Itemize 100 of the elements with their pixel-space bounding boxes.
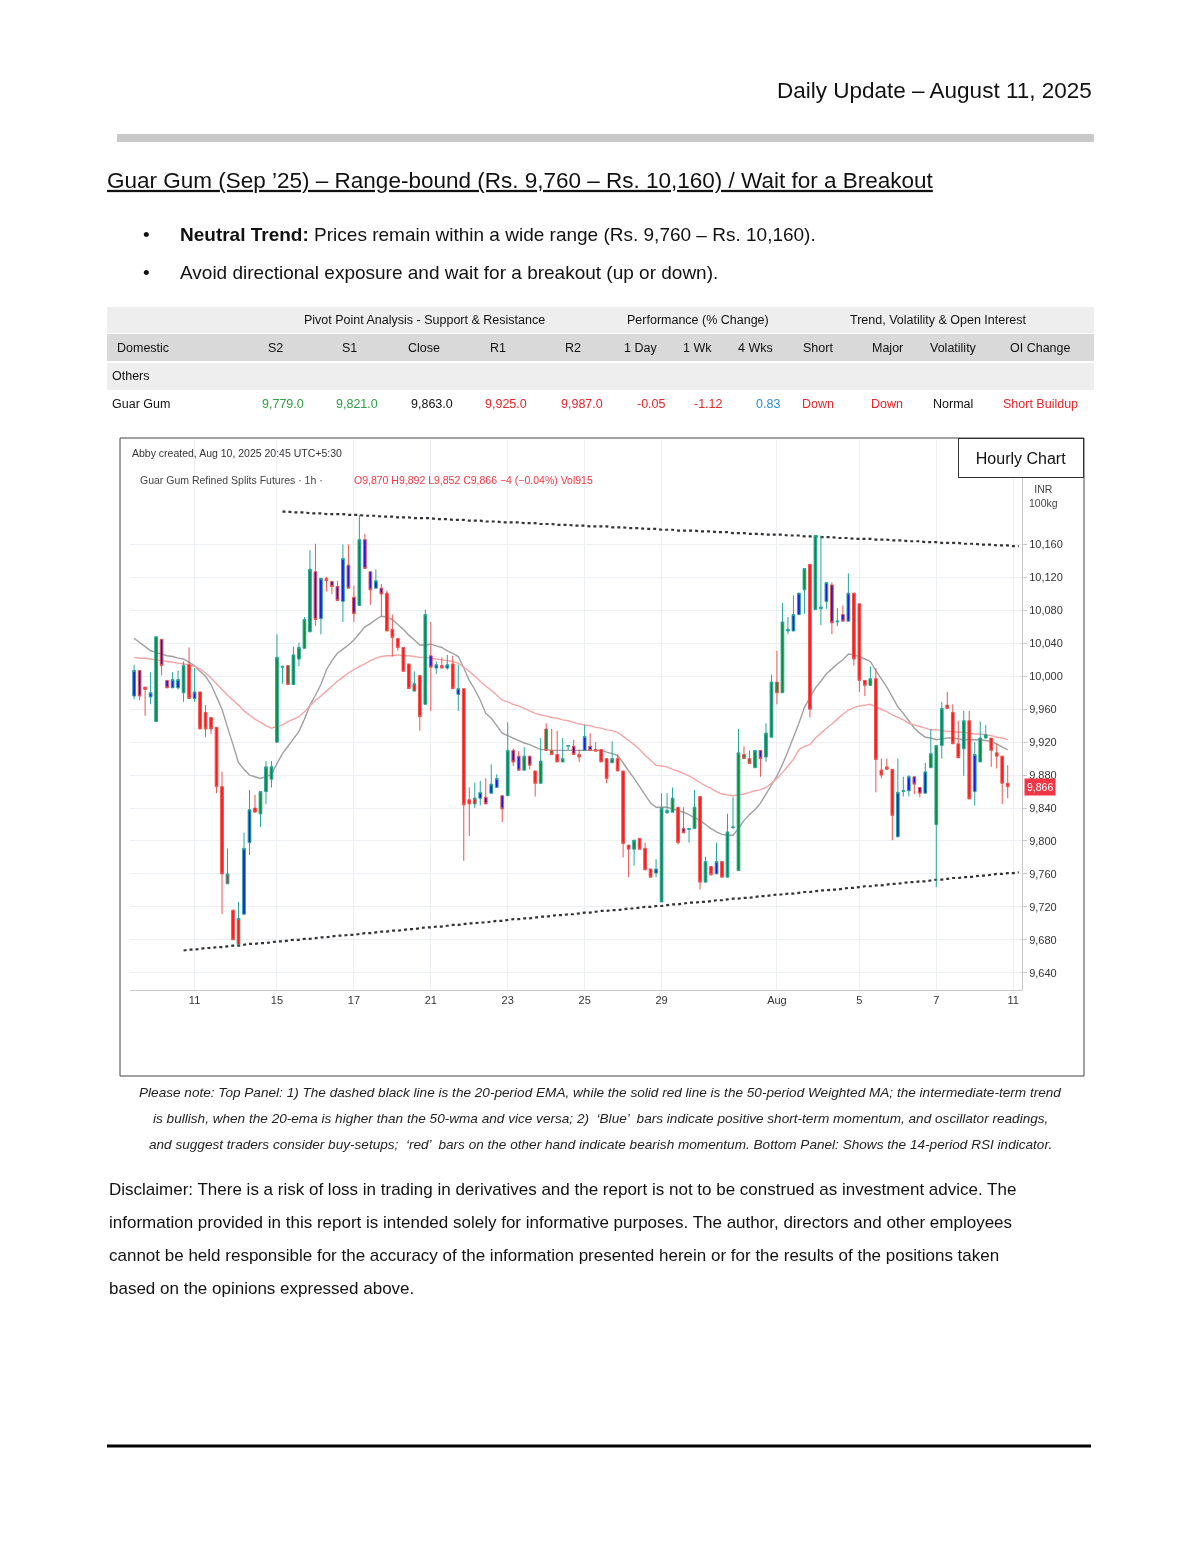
candlestick bbox=[731, 796, 735, 830]
candlestick bbox=[874, 667, 878, 793]
text: OI Change bbox=[1010, 341, 1071, 355]
candlestick bbox=[181, 660, 186, 703]
candlestick bbox=[720, 861, 724, 878]
text: Disclaimer: There is a risk of loss in trading in derivatives and the report is not to be construed as investment advice. The bbox=[109, 1180, 1017, 1199]
candlestick bbox=[368, 571, 373, 606]
candlestick bbox=[192, 667, 197, 703]
candlestick bbox=[983, 724, 988, 739]
candlestick bbox=[687, 827, 691, 844]
text: Trend, Volatility & Open Interest bbox=[850, 313, 1027, 327]
text: Avoid directional exposure and wait for a breakout (up or down). bbox=[180, 262, 719, 283]
candlestick bbox=[527, 755, 532, 770]
y-tick-label: 9,800 bbox=[1029, 834, 1057, 847]
text: Guar Gum bbox=[112, 397, 171, 411]
candlestick bbox=[319, 577, 323, 635]
text: and suggest traders consider buy-setups; ‘red’ bars on the other hand indicate bearish momentum. Bottom Panel: Shows the 14-period RSI indicator. bbox=[149, 1137, 1053, 1152]
candlestick bbox=[363, 533, 367, 569]
text: Pivot Point Analysis - Support & Resistance bbox=[304, 313, 546, 327]
y-tick-label: 9,920 bbox=[1029, 736, 1057, 749]
chart-subtitle: Daily Update – August 11, 2025 bbox=[777, 78, 1092, 103]
text: 9,779.0 bbox=[262, 397, 304, 411]
candlestick bbox=[895, 758, 900, 838]
y-tick-label: 9,680 bbox=[1029, 933, 1057, 946]
candlestick bbox=[989, 737, 994, 768]
x-tick-label: 21 bbox=[424, 994, 437, 1007]
candlestick bbox=[417, 674, 422, 732]
candlestick bbox=[500, 795, 505, 823]
text: • bbox=[143, 262, 150, 283]
text: Down bbox=[871, 397, 904, 411]
text: 9,987.0 bbox=[561, 397, 603, 411]
candlestick bbox=[626, 844, 631, 878]
candlestick bbox=[830, 581, 834, 635]
candlestick bbox=[324, 576, 329, 592]
candlestick bbox=[352, 585, 356, 623]
candlestick bbox=[819, 535, 823, 626]
candlestick bbox=[538, 737, 543, 784]
candlestick bbox=[560, 737, 565, 763]
candlestick bbox=[632, 839, 636, 867]
y-axis-title: INR 100kg bbox=[1029, 483, 1058, 509]
candlestick bbox=[824, 581, 829, 610]
text: 9,863.0 bbox=[411, 397, 453, 411]
candlestick bbox=[681, 806, 686, 834]
text: S2 bbox=[268, 341, 284, 355]
candlestick bbox=[648, 868, 653, 878]
candlestick bbox=[445, 654, 450, 671]
candlestick bbox=[522, 746, 527, 771]
y-tick-label: 9,960 bbox=[1029, 703, 1057, 716]
candlestick bbox=[450, 655, 455, 690]
candlestick bbox=[692, 789, 697, 830]
candlestick bbox=[533, 770, 538, 798]
text: S1 bbox=[342, 341, 358, 355]
candlestick bbox=[868, 665, 873, 686]
candlestick bbox=[516, 750, 521, 771]
candlestick bbox=[456, 664, 461, 712]
candlestick bbox=[709, 866, 713, 877]
chart-title: Guar Gum (Sep ’25) – Range-bound (Rs. 9,760 – Rs. 10,160) / Wait for a Breakout bbox=[107, 167, 934, 193]
text: • bbox=[143, 224, 150, 245]
text: is bullish, when the 20-ema is higher than the 50-wma and vice versa; 2) ‘Blue’ bars indicate positive short-term momentum, and oscillator readings, bbox=[153, 1111, 1049, 1126]
text: 0.83 bbox=[756, 397, 781, 411]
text: cannot be held responsible for the accuracy of the information presented herein or for the results of the positions taken bbox=[109, 1246, 1000, 1265]
candlestick bbox=[835, 607, 840, 627]
candlestick bbox=[753, 749, 757, 769]
candlestick bbox=[132, 664, 136, 700]
x-tick-label: 11 bbox=[188, 994, 201, 1007]
text: Others bbox=[112, 369, 150, 383]
candlestick bbox=[165, 679, 169, 689]
text: Down bbox=[802, 397, 835, 411]
candlestick bbox=[308, 549, 312, 633]
annotation: 9,866 bbox=[1027, 781, 1054, 793]
y-tick-label: 10,160 bbox=[1029, 538, 1063, 551]
candlestick bbox=[505, 721, 510, 797]
candlestick bbox=[610, 740, 614, 764]
candlestick bbox=[198, 691, 202, 730]
candlestick bbox=[231, 909, 235, 941]
candlestick bbox=[236, 901, 241, 946]
text: 9,925.0 bbox=[485, 397, 527, 411]
candlestick bbox=[961, 710, 966, 777]
annotation: Hourly Chart bbox=[975, 449, 1067, 467]
candlestick bbox=[544, 722, 549, 751]
text: based on the opinions expressed above. bbox=[109, 1279, 415, 1298]
candlestick bbox=[802, 567, 807, 615]
x-tick-label: 23 bbox=[501, 994, 514, 1007]
text: R2 bbox=[565, 341, 582, 355]
y-tick-label: 9,840 bbox=[1029, 801, 1057, 814]
y-tick-label: 10,080 bbox=[1029, 604, 1063, 617]
candlestick bbox=[714, 842, 719, 875]
text: 1 Day bbox=[624, 341, 658, 355]
y-tick-label: 10,040 bbox=[1029, 637, 1063, 650]
candlestick bbox=[698, 796, 702, 891]
candlestick bbox=[725, 813, 730, 878]
x-tick-label: Aug bbox=[767, 994, 787, 1007]
annotation: Guar Gum Refined Splits Futures · 1h · bbox=[140, 474, 323, 486]
text: Volatility bbox=[930, 341, 977, 355]
x-tick-label: 25 bbox=[578, 994, 591, 1007]
text: -0.05 bbox=[637, 397, 666, 411]
candlestick bbox=[423, 609, 428, 705]
text: Close bbox=[408, 341, 441, 355]
candlestick bbox=[483, 777, 488, 805]
text: 4 Wks bbox=[738, 341, 773, 355]
